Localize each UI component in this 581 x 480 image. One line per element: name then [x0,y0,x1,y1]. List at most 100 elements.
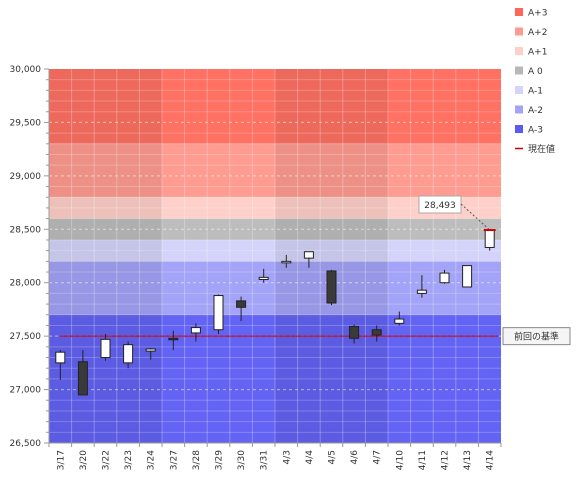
candle-body [281,260,292,264]
legend-label: A-1 [528,87,543,97]
legend-label: A+1 [528,48,547,58]
legend-item: A 0 [515,66,543,77]
candle [145,347,156,360]
x-tick-label: 3/23 [124,450,134,470]
candle [258,268,269,283]
candle-body [416,289,427,294]
x-tick-label: 3/30 [237,450,247,470]
candle-body [394,318,405,324]
candle [168,330,179,351]
candle [213,294,224,335]
legend-item: A+1 [515,47,547,58]
x-tick-label: 4/6 [350,450,360,465]
x-tick-label: 3/17 [56,450,66,470]
reference-label-box [502,327,571,346]
zone-band [49,143,501,198]
x-tick-label: 4/12 [441,450,451,470]
candle-body [213,295,224,331]
legend-item: A+3 [515,8,547,19]
legend-item: A+2 [515,27,547,38]
x-tick-label: 4/14 [486,450,496,470]
candle [462,265,473,288]
legend-swatch [515,66,523,75]
candle [236,296,247,322]
y-tick-label: 28,000 [10,279,42,289]
candle [303,251,314,268]
legend-label: A+2 [528,28,547,38]
legend-swatch [515,125,523,133]
candle [349,324,360,344]
legend-label: A-2 [528,106,543,116]
x-tick-label: 4/5 [328,450,338,464]
y-tick-label: 27,000 [10,386,42,396]
zone-band [49,239,501,262]
axis-labels: 26,500 27,000 27,500 28,000 28,500 29,000 29,5… [10,65,496,470]
x-tick-label: 4/7 [373,450,383,464]
legend-item: A-3 [515,125,543,136]
current-value-leader [460,203,491,231]
y-tick-label: 26,500 [10,439,42,449]
legend-item: A-2 [515,105,543,116]
legend-swatch [515,105,523,114]
legend-label: A 0 [528,67,543,77]
candle [55,350,66,380]
x-tick-label: 3/20 [79,450,89,470]
candle-body [168,337,179,341]
candle-body [371,329,382,336]
legend-swatch [515,8,523,16]
zone-band [49,218,501,240]
legend-swatch [515,27,523,36]
legend-item: A-1 [515,86,543,97]
candle-body [77,361,88,396]
x-tick-label: 3/22 [102,450,112,470]
legend-label: A-3 [528,126,543,136]
candle [100,334,111,361]
candle [123,341,134,369]
candles [55,229,495,396]
candle-body [349,326,360,339]
candle [394,311,405,326]
reference-label-text: 前回の基準 [514,331,559,343]
week-shade [275,69,388,443]
x-tick-label: 3/27 [169,450,179,470]
candle-body [439,272,450,284]
candle-body [55,351,66,364]
x-tick-label: 4/11 [418,450,428,470]
y-tick-label: 27,500 [10,332,42,342]
legend-swatch [515,86,523,94]
current-value-text: 28,493 [424,201,456,211]
candle-body [462,265,473,288]
week-shade [49,69,162,443]
candle-body [123,344,134,364]
x-tick-label: 3/24 [147,450,157,470]
candle [326,269,337,306]
candle-body [484,229,495,248]
y-tick-label: 29,000 [10,172,42,182]
x-tick-label: 4/10 [395,450,405,470]
x-tick-label: 4/3 [282,450,292,464]
x-tick-label: 3/29 [215,450,225,470]
candle-body [303,251,314,259]
legend-swatch [515,47,523,55]
weekday-shading [49,69,388,443]
axes [44,68,502,447]
candle [190,323,201,342]
candle-body [236,300,247,308]
grid-lines [49,69,501,443]
candle [484,229,495,251]
candle-body [100,338,111,359]
zone-band [49,69,501,144]
x-tick-label: 3/28 [192,450,202,470]
candle-body [326,270,337,304]
x-tick-label: 3/31 [260,450,270,470]
legend: A+3 A+2 A+1 A 0 A-1 A-2 A-3 現在値 [515,8,555,155]
x-tick-label: 4/13 [463,450,473,470]
legend-label: 現在値 [528,143,555,155]
candle [281,254,292,268]
candle [77,350,88,396]
x-tick-label: 4/4 [305,450,315,465]
candle [371,325,382,342]
legend-label: A+3 [528,9,547,19]
current-value-callout: 28,493 [418,195,496,232]
candle [439,269,450,284]
